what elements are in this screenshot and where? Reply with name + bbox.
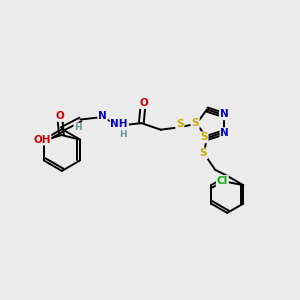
Text: S: S xyxy=(200,132,208,142)
Text: H: H xyxy=(74,123,82,132)
Text: S: S xyxy=(200,148,207,158)
Text: NH: NH xyxy=(110,119,128,129)
Text: N: N xyxy=(98,111,107,121)
Text: OH: OH xyxy=(33,134,50,145)
Text: O: O xyxy=(139,98,148,108)
Text: Cl: Cl xyxy=(217,176,228,186)
Text: H: H xyxy=(120,130,127,139)
Text: N: N xyxy=(220,128,229,138)
Text: O: O xyxy=(56,111,64,121)
Text: S: S xyxy=(176,119,184,129)
Text: N: N xyxy=(220,109,229,119)
Text: S: S xyxy=(191,118,199,128)
